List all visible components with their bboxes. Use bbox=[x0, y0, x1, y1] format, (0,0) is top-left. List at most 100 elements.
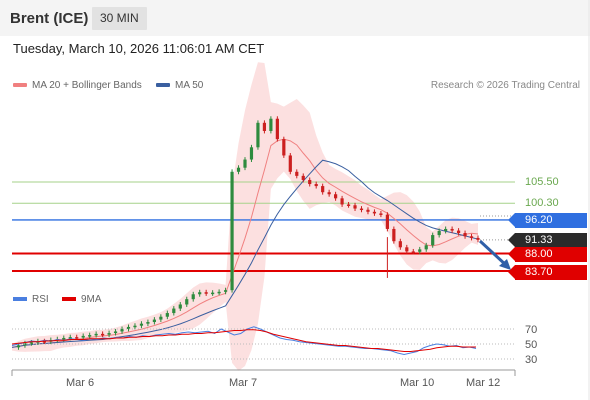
candle-body bbox=[256, 122, 260, 148]
candle-body bbox=[120, 328, 124, 332]
candle-body bbox=[113, 331, 118, 334]
candle-body bbox=[62, 337, 66, 340]
candle-body bbox=[178, 304, 182, 309]
chart-datetime: Tuesday, March 10, 2026 11:06:01 AM CET bbox=[13, 41, 265, 56]
ma50-swatch bbox=[156, 83, 170, 88]
candle-body bbox=[211, 292, 215, 295]
candle-body bbox=[185, 299, 189, 305]
support-1-price-tag: 88.00 bbox=[508, 247, 587, 262]
rsi-ma-legend-label: 9MA bbox=[81, 294, 102, 305]
candle-body bbox=[379, 213, 383, 215]
candle-body bbox=[418, 249, 422, 252]
candle-body bbox=[456, 230, 461, 234]
candle-body bbox=[275, 118, 279, 140]
candle-body bbox=[230, 171, 234, 291]
candle-body bbox=[139, 323, 144, 326]
x-axis-label-mar7: Mar 7 bbox=[229, 377, 258, 389]
candle-body bbox=[16, 345, 21, 348]
last-price-tag: 91.33 bbox=[508, 233, 587, 248]
candle-body bbox=[301, 175, 305, 180]
x-axis-label-mar10: Mar 10 bbox=[400, 377, 435, 389]
ma50-legend-label: MA 50 bbox=[175, 80, 204, 91]
candle-body bbox=[191, 294, 195, 300]
candle-body bbox=[476, 237, 480, 240]
candle-body bbox=[398, 241, 402, 248]
candle-body bbox=[159, 316, 163, 320]
time-axis bbox=[11, 0, 590, 400]
candle-body bbox=[126, 326, 131, 329]
candle-body bbox=[88, 335, 92, 337]
x-axis-label-mar12: Mar 12 bbox=[466, 377, 501, 389]
pivot-price-tag: 96.20 bbox=[508, 213, 587, 228]
candle-body bbox=[424, 245, 428, 250]
ma20-swatch bbox=[13, 83, 27, 88]
candle-body bbox=[198, 292, 202, 295]
candle-body bbox=[308, 179, 312, 185]
candle-body bbox=[243, 159, 247, 168]
interval-button[interactable]: 30 MIN bbox=[92, 7, 147, 30]
candle-body bbox=[469, 236, 474, 238]
ma50-line bbox=[11, 159, 479, 348]
candle-body bbox=[133, 325, 137, 328]
candle-body bbox=[431, 235, 435, 246]
candle-body bbox=[288, 155, 292, 172]
candle-body bbox=[29, 342, 34, 344]
candle-body bbox=[392, 228, 396, 242]
legend-ma20-bollinger: MA 20 + Bollinger Bands bbox=[13, 80, 142, 91]
candle-body bbox=[172, 308, 176, 314]
legend-9ma: 9MA bbox=[62, 294, 102, 305]
rsi-level-70: 70 bbox=[525, 324, 538, 336]
horizontal-levels bbox=[12, 181, 515, 272]
candle-body bbox=[282, 139, 286, 156]
candle-body bbox=[437, 230, 441, 236]
candle-body bbox=[94, 333, 98, 336]
candle-body bbox=[249, 147, 254, 160]
candle-body bbox=[204, 292, 208, 294]
rsi-level-50: 50 bbox=[525, 339, 538, 351]
candle-body bbox=[81, 335, 85, 338]
candle-body bbox=[314, 184, 318, 187]
resistance-2-label: 105.50 bbox=[525, 176, 559, 188]
bollinger-band-fill bbox=[12, 62, 478, 371]
candle-body bbox=[353, 205, 357, 209]
candle-body bbox=[340, 198, 344, 205]
rsi-ma-swatch bbox=[62, 297, 76, 302]
candle-body bbox=[385, 214, 389, 229]
x-axis-label-mar6: Mar 6 bbox=[66, 377, 95, 389]
bollinger-bands bbox=[12, 62, 478, 371]
instrument-title: Brent (ICE) bbox=[10, 10, 89, 27]
candle-body bbox=[75, 337, 79, 339]
rsi-swatch bbox=[13, 297, 27, 302]
candle-body bbox=[372, 211, 377, 214]
candle-body bbox=[223, 290, 228, 292]
research-credit: Research © 2026 Trading Central bbox=[430, 80, 580, 91]
resistance-1-label: 100.30 bbox=[525, 197, 559, 209]
forecast-arrow-icon bbox=[478, 239, 511, 270]
candle-body bbox=[68, 337, 72, 339]
candle-body bbox=[217, 291, 221, 294]
candle-body bbox=[262, 122, 267, 131]
candle-body bbox=[165, 313, 169, 317]
ma20-legend-label: MA 20 + Bollinger Bands bbox=[32, 80, 142, 91]
candle-body bbox=[450, 228, 454, 231]
support-2-price-tag: 83.70 bbox=[508, 265, 587, 280]
candle-body bbox=[101, 333, 105, 336]
legend-rsi: RSI bbox=[13, 294, 49, 305]
candle-body bbox=[334, 194, 338, 199]
candlesticks bbox=[16, 116, 480, 350]
candle-body bbox=[327, 192, 331, 195]
candle-body bbox=[346, 204, 351, 206]
rsi-level-30: 30 bbox=[525, 354, 538, 366]
candle-body bbox=[42, 341, 46, 343]
candle-body bbox=[411, 251, 415, 253]
rsi-panel bbox=[11, 326, 515, 360]
candle-body bbox=[463, 233, 467, 237]
candle-body bbox=[269, 118, 273, 131]
legend-ma50: MA 50 bbox=[156, 80, 203, 91]
candle-body bbox=[359, 208, 364, 211]
candle-body bbox=[321, 186, 325, 193]
candle-body bbox=[444, 228, 448, 231]
candle-body bbox=[236, 167, 241, 172]
candle-body bbox=[405, 247, 409, 252]
